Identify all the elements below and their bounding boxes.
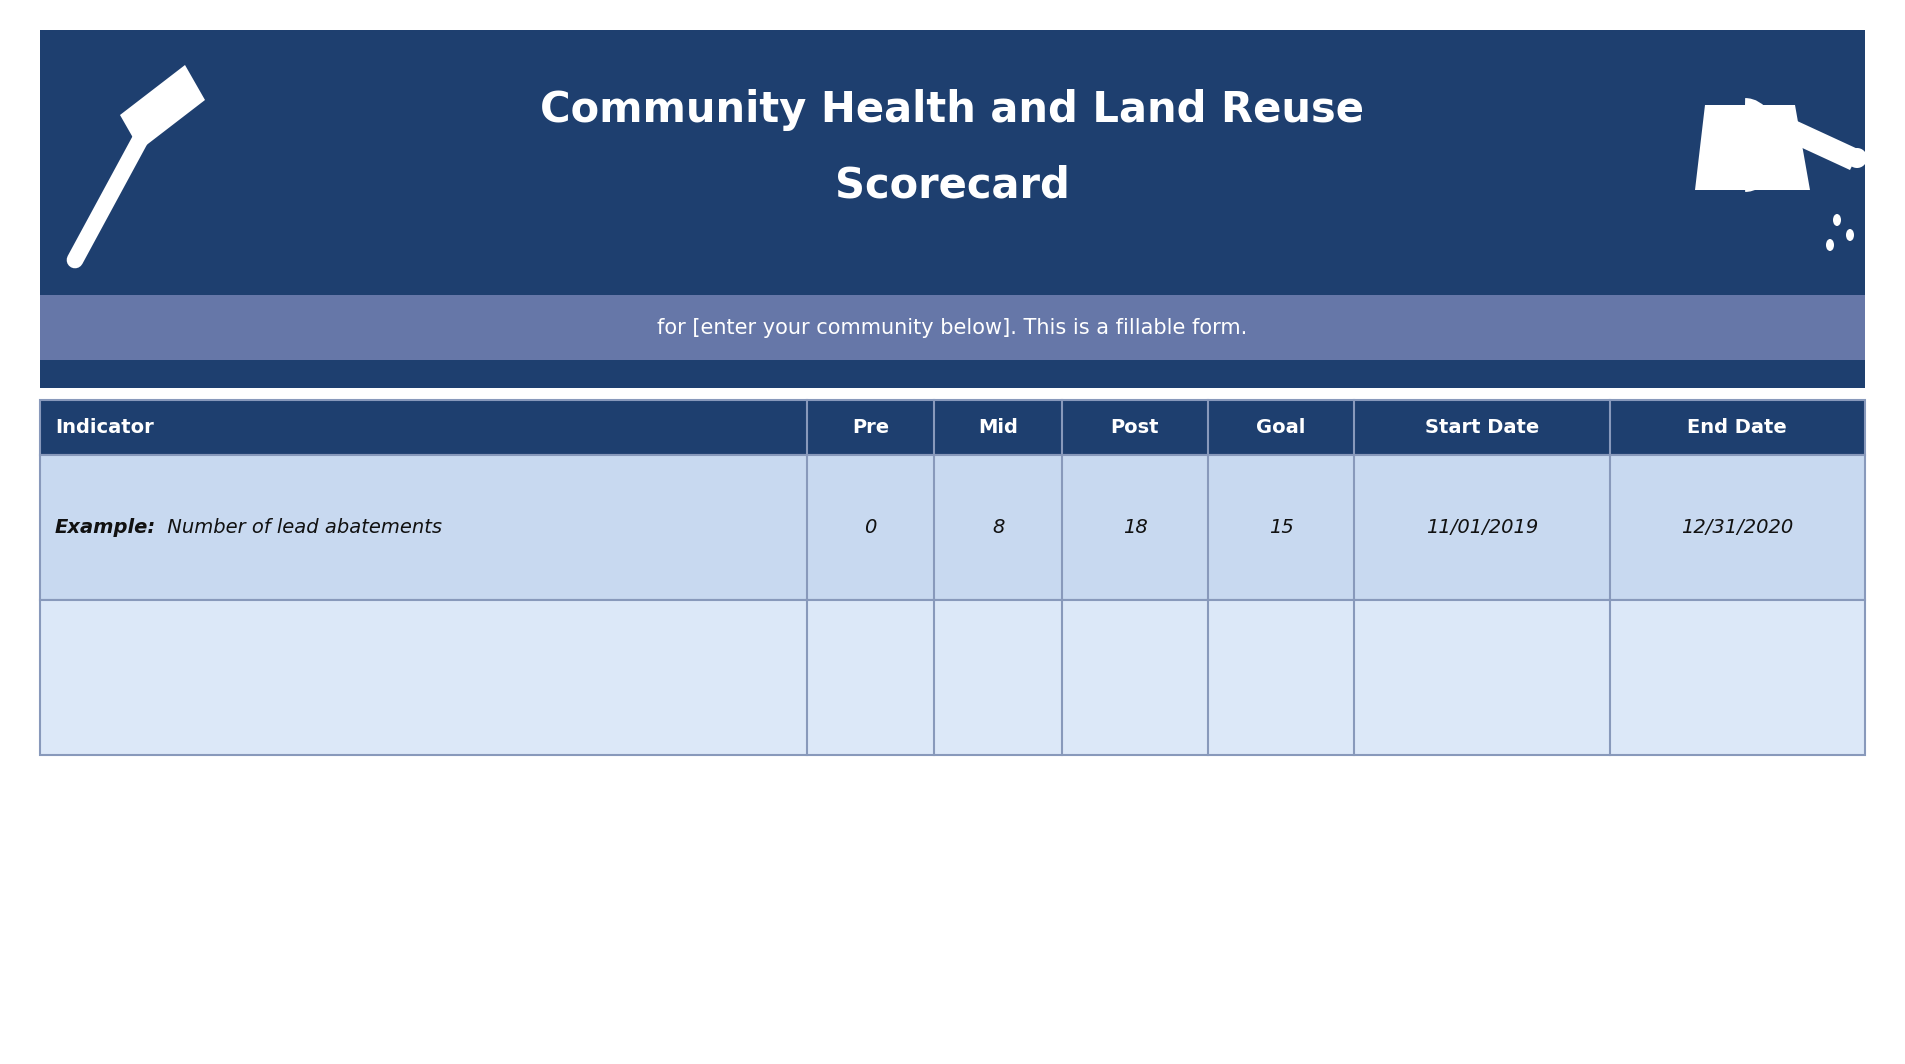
Text: Pre: Pre — [852, 418, 890, 437]
Text: Start Date: Start Date — [1425, 418, 1539, 437]
Bar — [40, 600, 1865, 755]
Text: Scorecard: Scorecard — [834, 164, 1071, 206]
Bar — [40, 295, 1865, 360]
Ellipse shape — [1827, 239, 1835, 251]
Ellipse shape — [1846, 229, 1854, 242]
Bar — [40, 360, 1865, 388]
Bar — [40, 455, 1865, 600]
Text: 8: 8 — [993, 518, 1004, 537]
Text: Number of lead abatements: Number of lead abatements — [162, 518, 442, 537]
Text: for [enter your community below]. This is a fillable form.: for [enter your community below]. This i… — [657, 317, 1248, 337]
Text: Indicator: Indicator — [55, 418, 154, 437]
Text: 15: 15 — [1269, 518, 1293, 537]
Text: Example:: Example: — [55, 518, 156, 537]
Text: End Date: End Date — [1688, 418, 1787, 437]
Polygon shape — [120, 65, 206, 150]
Text: Mid: Mid — [977, 418, 1017, 437]
Text: Post: Post — [1111, 418, 1160, 437]
Ellipse shape — [1833, 214, 1840, 226]
Text: 11/01/2019: 11/01/2019 — [1425, 518, 1537, 537]
Text: Goal: Goal — [1255, 418, 1305, 437]
Text: Community Health and Land Reuse: Community Health and Land Reuse — [541, 89, 1364, 131]
Bar — [40, 30, 1865, 295]
Polygon shape — [1695, 105, 1810, 190]
Bar — [40, 400, 1865, 455]
Text: 18: 18 — [1122, 518, 1147, 537]
Polygon shape — [1785, 120, 1859, 170]
Text: 12/31/2020: 12/31/2020 — [1680, 518, 1793, 537]
Text: 0: 0 — [865, 518, 876, 537]
Circle shape — [1848, 148, 1867, 168]
